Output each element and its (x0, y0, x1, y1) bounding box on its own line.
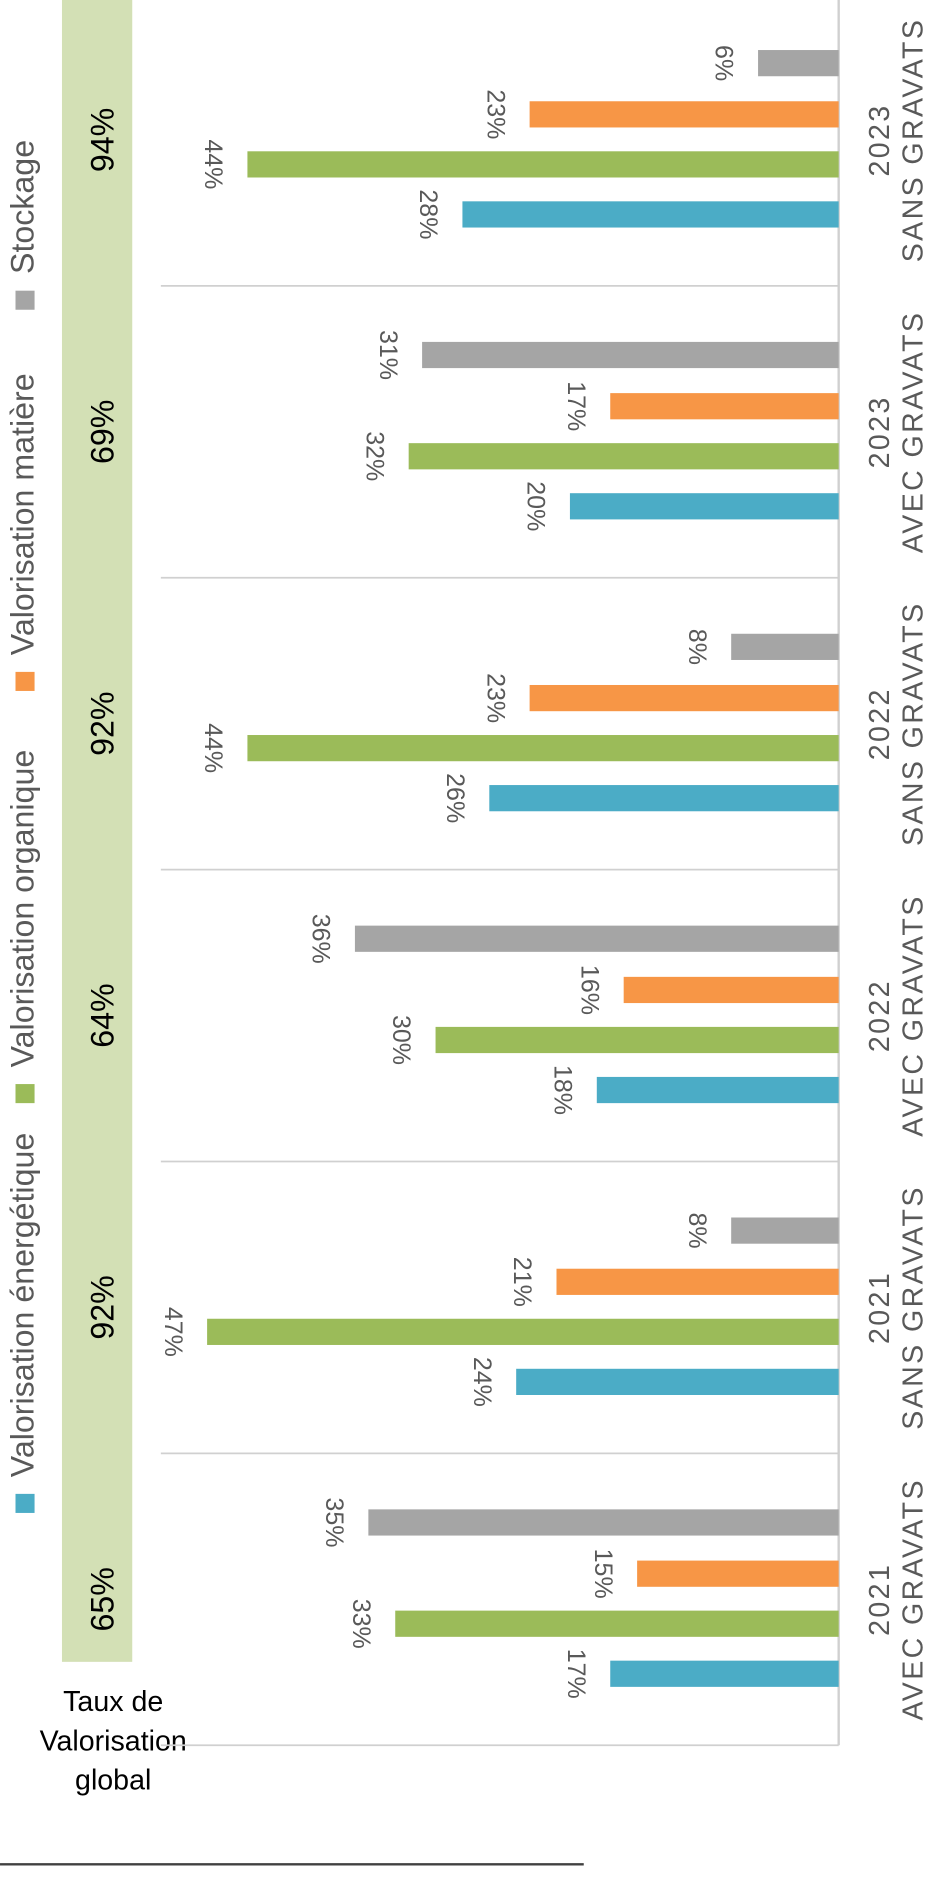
bar (758, 50, 839, 77)
global-strip (61, 0, 133, 1662)
category-label: 2023 (864, 395, 896, 468)
data-label: 35% (320, 1497, 348, 1547)
data-label: 31% (374, 330, 402, 380)
legend-label: Valorisation matière (5, 373, 41, 655)
category-label: SANS GRAVATS (897, 18, 929, 263)
category-label: 2023 (864, 103, 896, 176)
global-value: 65% (84, 1567, 120, 1631)
data-label: 15% (589, 1549, 617, 1599)
bar (610, 1660, 839, 1687)
data-label: 23% (481, 673, 509, 723)
bar (596, 1076, 839, 1104)
global-label: Valorisation (40, 1725, 187, 1757)
bar (569, 493, 839, 520)
global-value: 69% (84, 400, 120, 464)
category-label: 2022 (864, 979, 896, 1052)
global-value: 94% (84, 108, 120, 172)
category-label: 2022 (864, 687, 896, 760)
data-label: 26% (441, 773, 469, 823)
global-value: 92% (84, 1275, 120, 1339)
data-label: 8% (683, 629, 711, 665)
category-label: AVEC GRAVATS (897, 894, 929, 1136)
category-label: AVEC GRAVATS (897, 1478, 929, 1720)
legend-swatch (15, 671, 35, 691)
bar (247, 735, 839, 762)
legend-swatch (15, 1493, 35, 1513)
bar (556, 1268, 839, 1295)
bar (395, 1610, 839, 1637)
bar (623, 976, 839, 1004)
bar (529, 101, 839, 128)
data-label: 17% (562, 1649, 590, 1699)
bar (489, 785, 839, 812)
legend-label: Valorisation énergétique (5, 1133, 41, 1477)
data-label: 30% (387, 1015, 415, 1065)
data-label: 6% (710, 45, 738, 81)
data-label: 44% (199, 139, 227, 189)
global-label: global (75, 1765, 151, 1797)
data-label: 17% (562, 381, 590, 431)
bar (422, 341, 839, 369)
global-label: Taux de (63, 1686, 163, 1718)
bar (529, 684, 839, 712)
bar (516, 1368, 839, 1395)
category-label: AVEC GRAVATS (897, 311, 929, 553)
global-value: 64% (84, 983, 120, 1047)
bar (408, 443, 839, 470)
category-label: SANS GRAVATS (897, 1185, 929, 1430)
legend-swatch (15, 1084, 35, 1104)
bar (435, 1026, 839, 1054)
data-label: 33% (347, 1599, 375, 1649)
legend-label: Stockage (5, 140, 41, 274)
bar (462, 201, 839, 228)
data-label: 20% (522, 481, 550, 531)
bar (637, 1560, 839, 1587)
data-label: 23% (481, 89, 509, 139)
category-label: 2021 (864, 1563, 896, 1636)
bar (610, 393, 839, 420)
data-label: 18% (548, 1065, 576, 1115)
bar (731, 633, 839, 660)
data-label: 8% (683, 1213, 711, 1249)
data-label: 36% (307, 914, 335, 964)
global-value: 92% (84, 692, 120, 756)
bar (247, 151, 839, 178)
data-label: 16% (575, 965, 603, 1015)
data-label: 47% (159, 1307, 187, 1357)
data-label: 28% (414, 189, 442, 239)
data-label: 32% (360, 431, 388, 481)
data-label: 24% (468, 1357, 496, 1407)
category-label: 2021 (864, 1271, 896, 1344)
legend-swatch (15, 290, 35, 310)
bar (368, 1509, 839, 1536)
bar (731, 1217, 839, 1244)
category-label: SANS GRAVATS (897, 601, 929, 846)
bar (354, 925, 839, 952)
data-label: 44% (199, 723, 227, 773)
bar (207, 1318, 839, 1345)
legend-label: Valorisation organique (5, 750, 41, 1068)
data-label: 21% (508, 1257, 536, 1307)
